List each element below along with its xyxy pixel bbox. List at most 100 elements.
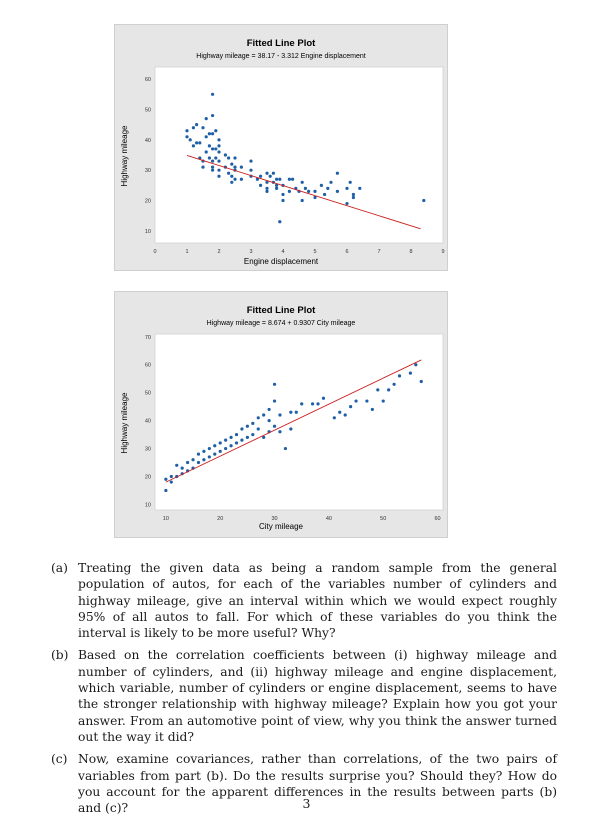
data-point	[278, 430, 282, 434]
data-point	[204, 150, 208, 154]
plot-area	[154, 66, 444, 244]
chart-title: Fitted Line Plot	[247, 38, 316, 49]
data-point	[289, 410, 293, 414]
data-point	[207, 156, 211, 160]
data-point	[169, 474, 173, 479]
data-point	[268, 174, 272, 178]
data-point	[218, 449, 222, 453]
data-point	[354, 399, 358, 403]
data-point	[207, 455, 211, 459]
x-tick-label: 9	[441, 249, 444, 255]
data-point	[323, 192, 327, 197]
data-point	[259, 174, 263, 178]
data-point	[217, 159, 221, 163]
data-point	[214, 147, 218, 151]
data-point	[207, 144, 211, 148]
data-point	[370, 407, 374, 412]
data-point	[348, 180, 352, 184]
data-point	[204, 116, 208, 121]
y-tick-label: 20	[145, 474, 151, 480]
data-point	[211, 159, 215, 163]
data-point	[195, 141, 199, 145]
data-point	[214, 129, 218, 133]
data-point	[319, 183, 323, 187]
x-tick-label: 10	[163, 516, 169, 522]
figure-displacement-plot: Fitted Line Plot Highway mileage = 38.17…	[114, 24, 448, 271]
x-tick-label: 3	[249, 249, 252, 255]
question-text: Now, examine covariances, rather than co…	[78, 752, 557, 816]
fit-line	[165, 359, 422, 483]
question-label: (b)	[51, 648, 69, 663]
data-point	[234, 432, 239, 437]
question-label: (c)	[51, 752, 68, 767]
data-point	[251, 421, 255, 425]
x-tick-label: 1	[185, 249, 188, 255]
data-point	[213, 452, 217, 456]
data-point	[185, 129, 189, 133]
data-point	[291, 177, 295, 181]
data-point	[255, 177, 259, 181]
data-point	[217, 150, 221, 154]
data-point	[287, 189, 291, 194]
data-point	[335, 171, 339, 175]
chart-subtitle: Highway mileage = 38.17 - 3.312 Engine d…	[196, 53, 366, 60]
data-point	[214, 156, 218, 160]
data-point	[376, 388, 380, 392]
data-point	[188, 138, 192, 142]
data-point	[229, 435, 233, 439]
data-point	[345, 201, 349, 206]
data-point	[207, 132, 211, 136]
question-text: Based on the correlation coefficients be…	[78, 648, 557, 744]
data-point	[224, 438, 228, 442]
data-point	[256, 427, 260, 431]
data-point	[365, 399, 369, 403]
figure-city-mileage-plot: Fitted Line Plot Highway mileage = 8.674…	[114, 291, 448, 538]
data-point	[239, 165, 243, 169]
data-point	[275, 177, 279, 181]
y-tick-label: 70	[145, 335, 151, 341]
y-tick-label: 50	[145, 107, 151, 113]
data-point	[211, 147, 215, 151]
data-point	[223, 153, 227, 157]
y-tick-label: 10	[145, 229, 151, 235]
data-point	[387, 388, 391, 392]
data-point	[245, 435, 249, 439]
data-point	[211, 165, 215, 169]
data-point	[329, 180, 333, 184]
data-point	[278, 413, 282, 417]
y-tick-label: 40	[145, 419, 151, 425]
data-point	[234, 441, 239, 445]
data-point	[345, 186, 349, 190]
data-point	[265, 171, 269, 175]
plot-area	[154, 333, 444, 511]
data-point	[338, 410, 342, 414]
data-point	[249, 159, 253, 163]
data-point	[207, 446, 211, 451]
y-tick-label: 40	[145, 138, 151, 144]
data-point	[272, 399, 277, 403]
data-point	[351, 195, 355, 200]
data-point	[230, 162, 234, 166]
fit-line	[186, 155, 421, 230]
data-point	[251, 432, 255, 437]
data-point	[349, 405, 353, 409]
y-tick-label: 10	[145, 502, 151, 508]
data-point	[419, 379, 423, 384]
x-tick-label: 2	[217, 249, 220, 255]
question-text: Treating the given data as being a rando…	[78, 561, 557, 641]
data-point	[392, 382, 396, 386]
data-point	[230, 180, 234, 184]
data-point	[211, 92, 215, 96]
data-point	[267, 407, 271, 412]
data-point	[408, 371, 412, 375]
y-tick-label: 50	[145, 391, 151, 397]
chart-displacement: Fitted Line Plot Highway mileage = 38.17…	[120, 38, 445, 266]
data-point	[343, 413, 347, 417]
data-point	[300, 402, 304, 406]
data-point	[180, 466, 184, 470]
data-point	[283, 446, 288, 451]
data-point	[265, 189, 269, 194]
data-point	[196, 452, 201, 456]
y-tick-label: 30	[145, 447, 151, 453]
data-point	[164, 477, 168, 481]
